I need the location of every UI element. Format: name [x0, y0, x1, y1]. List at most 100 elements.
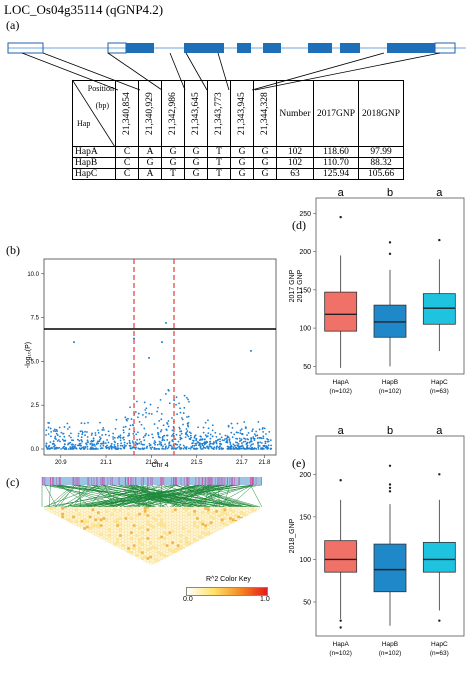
snp-point	[240, 447, 243, 450]
outlier-point	[339, 626, 342, 629]
snp-point	[214, 431, 217, 434]
snp-point	[145, 432, 147, 435]
snp-point	[180, 432, 183, 435]
snp-point	[189, 447, 192, 450]
snp-point	[182, 444, 185, 447]
ld-key-max: 1.0	[260, 596, 270, 603]
snp-point	[230, 444, 233, 447]
snp-point	[104, 442, 107, 445]
snp-point	[64, 439, 67, 442]
manhattan-points	[45, 321, 273, 450]
snp-point	[229, 443, 232, 445]
snp-point	[176, 446, 179, 449]
snp-point	[119, 447, 122, 450]
snp-point	[211, 442, 213, 445]
snp-point	[58, 426, 61, 429]
snp-point	[109, 445, 111, 448]
snp-point	[93, 443, 96, 446]
snp-point	[99, 438, 101, 441]
snp-point	[153, 440, 156, 442]
snp-point	[122, 426, 125, 428]
snp-point	[195, 437, 198, 440]
snp-point	[175, 403, 177, 406]
snp-point	[94, 447, 97, 450]
manhattan-xticks: 20.9 21.1 21.3 21.5 21.7 21.8	[55, 455, 271, 466]
outlier-point	[339, 619, 342, 622]
snp-point	[183, 394, 186, 397]
snp-point	[238, 440, 241, 443]
position-header: 21,340,929	[138, 80, 162, 147]
exon-2	[184, 43, 224, 53]
xtick-label: 21.7	[236, 460, 248, 466]
snp-point	[207, 432, 210, 435]
snp-point	[247, 438, 250, 441]
snp-point	[122, 437, 124, 439]
snp-point	[215, 435, 218, 438]
snp-point	[49, 427, 52, 430]
snp-point	[107, 430, 110, 433]
snp-point	[67, 443, 69, 446]
snp-point	[148, 442, 151, 445]
header-position: Position	[87, 84, 114, 93]
snp-point	[188, 400, 190, 403]
snp-point	[108, 434, 111, 437]
allele: T	[207, 157, 231, 169]
box-ylabel-2: 2017 GNP	[297, 269, 304, 302]
utr-5prime	[7, 42, 44, 54]
ytick-label: 5.0	[31, 359, 40, 365]
snp-point	[84, 445, 87, 448]
snp-point	[260, 442, 263, 444]
snp-point	[145, 411, 148, 414]
snp-point	[89, 443, 92, 445]
snp-point	[145, 407, 148, 410]
snp-point	[115, 418, 118, 421]
snp-point	[149, 446, 152, 449]
snp-point	[209, 442, 212, 445]
hap-count: 102	[276, 157, 314, 169]
snp-point	[123, 438, 125, 441]
table-row: HapB C G G G T G G 102 110.70 88.32	[72, 157, 404, 169]
snp-point	[153, 423, 156, 425]
snp-point	[188, 447, 190, 450]
snp-point	[252, 437, 255, 440]
snp-point	[121, 444, 124, 447]
gnp2017-header: 2017GNP	[313, 80, 359, 147]
snp-point	[66, 428, 69, 430]
snp-point	[55, 428, 58, 431]
snp-point	[45, 442, 48, 445]
snp-point	[154, 443, 156, 446]
snp-point	[257, 421, 260, 423]
snp-point	[185, 448, 188, 450]
snp-point	[238, 437, 241, 440]
snp-point	[45, 446, 48, 449]
exon-3	[237, 43, 251, 53]
snp-point	[137, 412, 140, 415]
snp-point	[216, 445, 218, 448]
snp-point	[94, 432, 97, 434]
snp-point	[195, 444, 198, 447]
header-hap: Hap	[77, 119, 91, 128]
snp-point	[138, 421, 141, 423]
snp-point	[47, 433, 50, 435]
snp-point	[245, 446, 248, 448]
snp-point	[234, 444, 237, 447]
snp-point	[251, 430, 254, 432]
snp-point	[192, 447, 195, 450]
snp-point	[270, 444, 272, 447]
snp-point	[79, 430, 82, 433]
snp-point	[167, 446, 170, 448]
xtick-label: 21.5	[191, 460, 203, 466]
snp-point	[157, 433, 160, 436]
snp-point	[53, 443, 55, 445]
snp-point	[199, 435, 202, 438]
snp-point	[100, 442, 103, 445]
snp-point	[91, 443, 94, 446]
snp-point	[258, 436, 261, 439]
snp-point	[129, 445, 132, 447]
snp-point	[235, 446, 237, 449]
snp-point	[237, 431, 239, 434]
snp-point	[149, 403, 152, 406]
snp-point	[161, 341, 163, 344]
snp-point	[48, 444, 51, 447]
snp-point	[63, 445, 66, 448]
